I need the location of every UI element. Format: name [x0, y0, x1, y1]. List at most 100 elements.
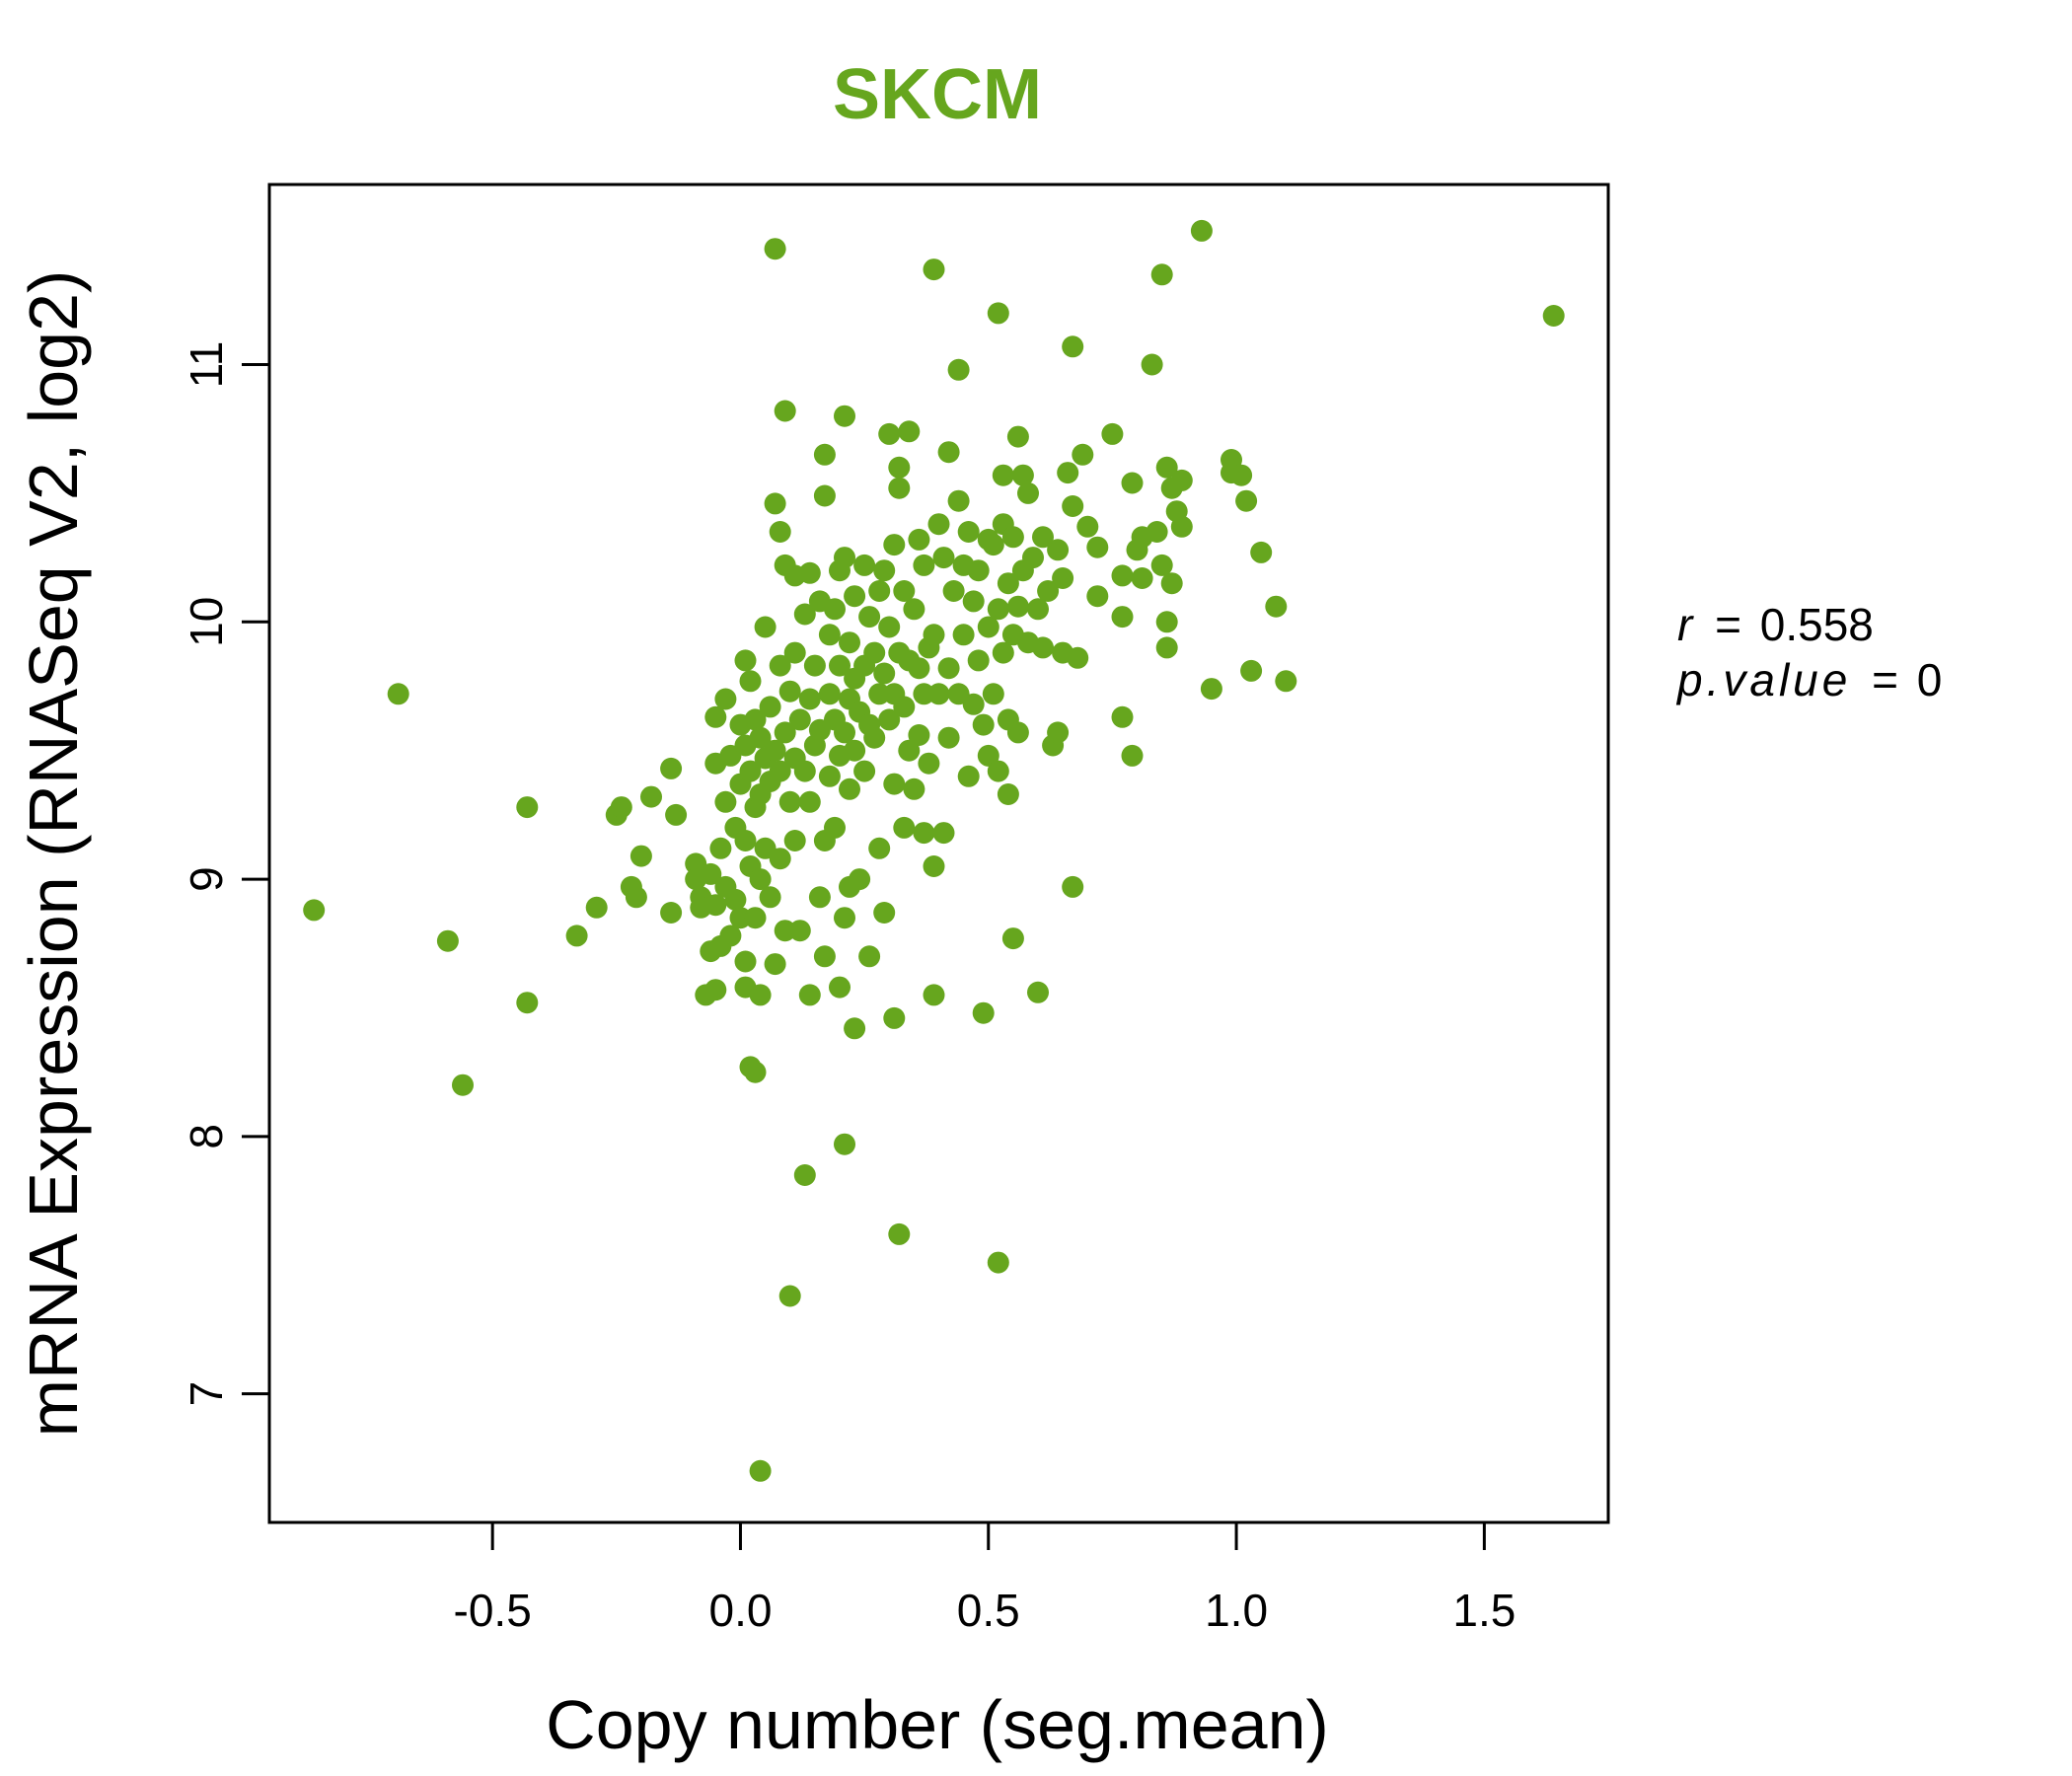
data-point — [1057, 462, 1079, 484]
data-point — [878, 422, 901, 445]
data-point — [516, 796, 539, 819]
data-point — [1250, 541, 1273, 563]
data-point — [1275, 670, 1297, 693]
x-tick-label: -0.5 — [454, 1585, 532, 1636]
data-point — [704, 705, 727, 728]
data-point — [387, 683, 409, 705]
data-point — [853, 554, 876, 576]
data-point — [839, 777, 860, 800]
data-point — [660, 902, 683, 924]
data-point — [818, 683, 841, 705]
data-point — [834, 721, 855, 744]
data-point — [1235, 489, 1258, 512]
data-point — [813, 443, 836, 466]
data-point — [834, 547, 855, 569]
data-point — [739, 670, 762, 693]
data-point — [1111, 564, 1134, 587]
data-point — [1086, 585, 1109, 608]
data-point — [734, 649, 757, 672]
data-point — [987, 1251, 1009, 1274]
data-point — [883, 534, 906, 556]
data-point — [947, 358, 970, 381]
data-point — [749, 726, 772, 749]
data-point — [744, 1061, 767, 1083]
pvalue-annotation: p.value = 0 — [1675, 654, 1942, 705]
data-point — [769, 848, 791, 870]
data-point — [764, 238, 786, 260]
data-point — [937, 726, 960, 749]
data-point — [565, 925, 588, 947]
data-point — [824, 816, 846, 839]
x-tick-label: 1.5 — [1452, 1585, 1516, 1636]
data-point — [1017, 481, 1039, 504]
data-point — [1052, 567, 1074, 589]
data-point — [1265, 595, 1288, 618]
data-point — [927, 683, 950, 705]
data-point — [759, 886, 781, 909]
data-point — [868, 837, 891, 859]
data-point — [1155, 456, 1178, 479]
data-point — [778, 1285, 801, 1307]
data-point — [749, 1459, 772, 1482]
data-point — [839, 631, 860, 654]
data-point — [1131, 567, 1153, 589]
data-point — [1200, 678, 1222, 701]
r-value: 0.558 — [1760, 599, 1874, 650]
data-point — [913, 554, 935, 576]
data-point — [977, 744, 999, 767]
data-point — [992, 464, 1014, 486]
data-point — [1170, 469, 1193, 491]
data-point — [774, 721, 796, 744]
data-point — [962, 693, 985, 715]
data-point — [927, 513, 950, 536]
data-point — [829, 976, 851, 999]
data-point — [923, 624, 945, 646]
data-point — [957, 765, 980, 787]
data-point — [1047, 539, 1070, 561]
data-point — [744, 907, 767, 929]
data-point — [764, 492, 786, 515]
x-tick-label: 0.5 — [957, 1585, 1020, 1636]
data-point — [813, 945, 836, 968]
data-point — [1240, 659, 1263, 682]
data-point — [987, 598, 1009, 621]
data-point — [749, 868, 772, 891]
data-point — [1067, 646, 1089, 669]
data-point — [1032, 636, 1054, 659]
data-point — [719, 925, 742, 947]
data-point — [987, 760, 1009, 782]
data-point — [774, 400, 796, 422]
data-point — [452, 1073, 474, 1096]
data-point — [893, 580, 916, 602]
data-point — [1542, 305, 1565, 327]
x-axis: -0.5 0.0 0.5 1.0 1.5 — [454, 1520, 1516, 1636]
data-point — [937, 441, 960, 464]
data-point — [769, 760, 791, 782]
data-point — [997, 572, 1019, 595]
data-point — [853, 760, 876, 782]
data-point — [1230, 464, 1253, 486]
data-point — [918, 752, 940, 775]
r-label: r — [1677, 599, 1694, 650]
x-tick-label: 1.0 — [1205, 1585, 1268, 1636]
data-point — [1011, 464, 1034, 486]
data-point — [883, 1006, 906, 1029]
data-point — [516, 992, 539, 1014]
data-point — [913, 683, 935, 705]
data-point — [788, 708, 811, 731]
data-point — [873, 662, 896, 685]
data-point — [709, 837, 732, 859]
data-point — [1101, 422, 1124, 445]
data-point — [818, 624, 841, 646]
data-point — [873, 902, 896, 924]
data-point — [665, 803, 688, 826]
data-point — [714, 790, 737, 813]
data-point — [704, 979, 727, 1001]
data-point — [898, 739, 921, 762]
data-points — [303, 219, 1565, 1482]
data-point — [834, 405, 855, 427]
data-point — [923, 855, 945, 877]
data-point — [908, 528, 930, 551]
data-point — [1001, 927, 1024, 950]
